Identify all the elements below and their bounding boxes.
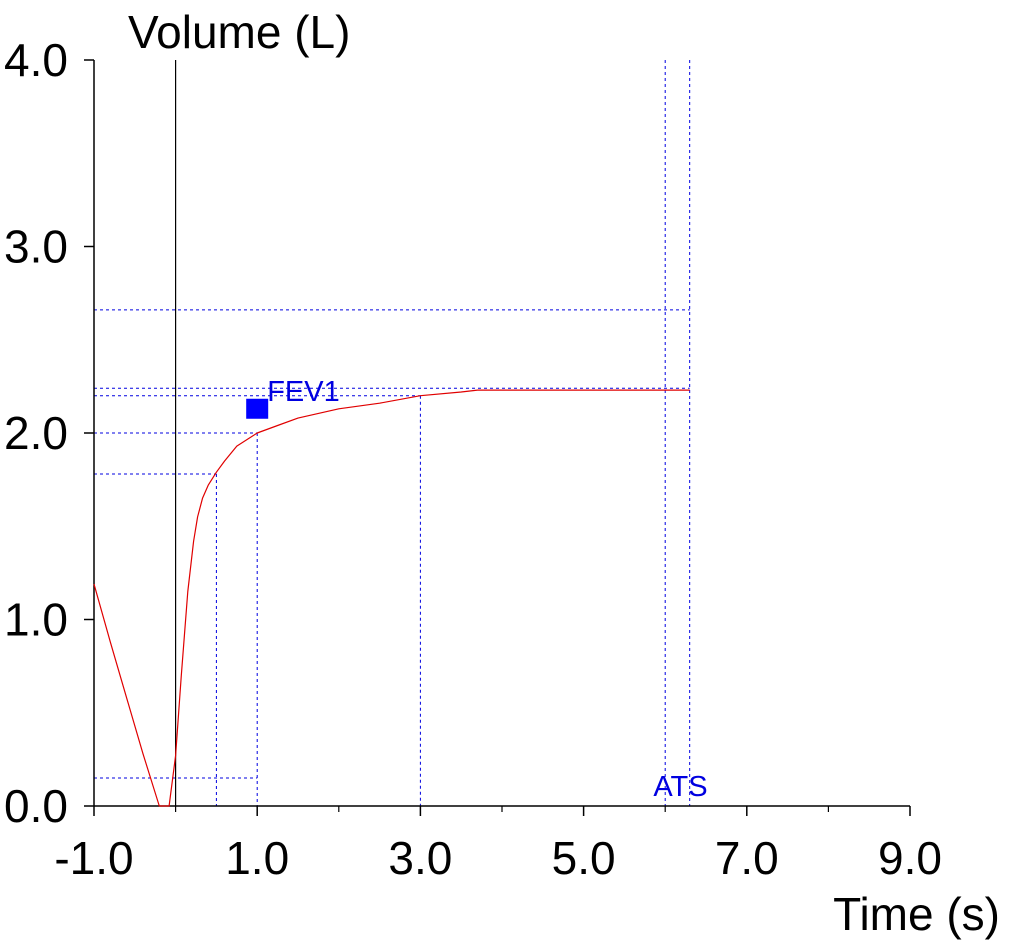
series-group bbox=[93, 389, 690, 807]
x-tick-label: 7.0 bbox=[715, 832, 779, 884]
tick-labels: -1.0 1.0 3.0 5.0 7.0 9.0 0.0 1.0 2.0 3.0 4.0 bbox=[4, 34, 942, 884]
y-tick-label: 0.0 bbox=[4, 780, 68, 832]
y-tick-label: 2.0 bbox=[4, 407, 68, 459]
volume-time-curve bbox=[93, 389, 690, 807]
y-tick-label: 3.0 bbox=[4, 221, 68, 273]
ats-label: ATS bbox=[653, 771, 707, 803]
x-tick-label: 3.0 bbox=[388, 832, 452, 884]
x-tick-label: 1.0 bbox=[225, 832, 289, 884]
x-axis-label: Time (s) bbox=[833, 888, 1000, 940]
reference-lines bbox=[94, 60, 691, 806]
axis-ticks bbox=[84, 59, 911, 816]
annotations: FEV1 ATS bbox=[246, 376, 708, 803]
y-axis-label: Volume (L) bbox=[128, 6, 350, 58]
x-tick-label: 5.0 bbox=[552, 832, 616, 884]
y-tick-label: 4.0 bbox=[4, 34, 68, 86]
fev1-marker bbox=[246, 398, 269, 419]
x-tick-label: -1.0 bbox=[54, 832, 133, 884]
y-tick-label: 1.0 bbox=[4, 594, 68, 646]
fev1-label: FEV1 bbox=[267, 376, 340, 408]
x-tick-label: 9.0 bbox=[878, 832, 942, 884]
